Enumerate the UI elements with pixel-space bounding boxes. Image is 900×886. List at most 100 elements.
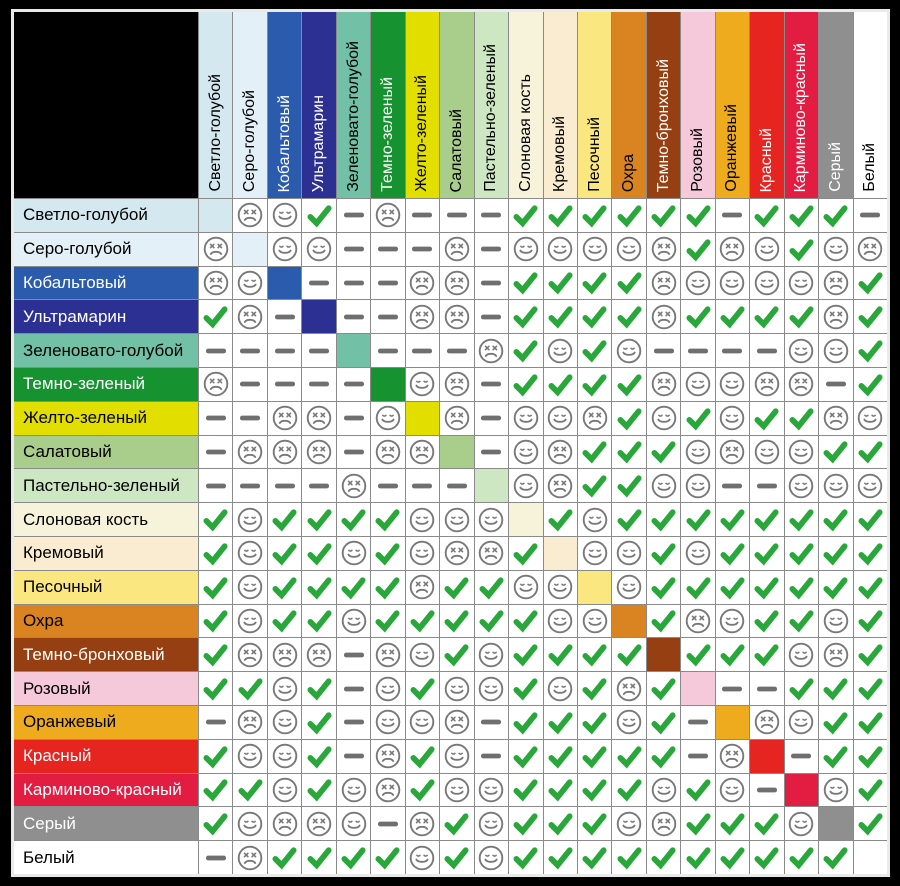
check-icon <box>479 610 504 633</box>
matrix-cell-r19-c9 <box>474 807 509 841</box>
matrix-cell-r1-c10 <box>509 199 543 232</box>
matrix-cell-r9-c14 <box>646 469 681 503</box>
matrix-cell-r3-c12 <box>577 266 612 300</box>
matrix-cell-r11-c9 <box>474 536 509 570</box>
matrix-cell-r8-c3 <box>267 435 302 469</box>
dash-icon <box>343 314 364 320</box>
matrix-cell-r4-c18 <box>784 300 819 334</box>
matrix-cell-r10-c15 <box>681 503 715 536</box>
color-swatch-5 <box>336 334 371 367</box>
check-icon <box>582 272 607 295</box>
matrix-cell-r16-c6 <box>371 705 405 739</box>
matrix-cell-r20-c14 <box>646 841 681 874</box>
smiley-icon <box>720 372 745 397</box>
matrix-cell-r14-c4 <box>302 638 336 672</box>
matrix-cell-r18-c19 <box>819 773 853 807</box>
dash-icon <box>240 415 261 421</box>
matrix-cell-r19-c20 <box>853 807 887 841</box>
check-icon <box>375 577 400 600</box>
dash-icon <box>481 280 502 286</box>
matrix-cell-r3-c9 <box>474 266 509 300</box>
smiley-icon <box>616 574 642 600</box>
check-icon <box>823 543 848 566</box>
matrix-cell-r12-c13 <box>612 570 646 604</box>
row-header-1: Светло-голубой <box>14 199 198 232</box>
matrix-cell-r17-c6 <box>371 739 405 773</box>
dash-icon <box>653 348 674 353</box>
matrix-cell-r4-c11 <box>543 300 577 334</box>
matrix-cell-r20-c19 <box>819 841 853 874</box>
matrix-cell-r6-c11 <box>543 367 577 401</box>
color-swatch-20 <box>853 841 887 874</box>
matrix-cell-r2-c7 <box>405 232 440 266</box>
matrix-cell-r16-c11 <box>543 705 577 739</box>
smiley-icon <box>410 372 435 397</box>
check-icon <box>617 746 642 769</box>
matrix-cell-r11-c8 <box>440 536 474 570</box>
matrix-cell-r10-c14 <box>646 503 681 536</box>
dash-icon <box>205 719 226 725</box>
col-header-label: Ультрамарин <box>310 94 328 192</box>
matrix-cell-r5-c15 <box>681 334 715 367</box>
check-icon <box>858 678 883 701</box>
color-combination-table: Светло-голубой Серо-голубой Кобальтовый Уль… <box>11 9 890 877</box>
matrix-cell-r3-c20 <box>853 266 887 300</box>
matrix-cell-r20-c5 <box>336 841 371 874</box>
dash-icon <box>481 719 502 725</box>
row-header-16: Оранжевый <box>14 705 198 739</box>
matrix-cell-r11-c16 <box>715 536 750 570</box>
frowny-icon <box>203 236 228 262</box>
header-corner <box>14 12 198 198</box>
matrix-cell-r4-c8 <box>440 300 474 334</box>
check-icon <box>685 239 711 262</box>
matrix-cell-r19-c14 <box>646 807 681 841</box>
matrix-cell-r11-c18 <box>784 536 819 570</box>
check-icon <box>375 509 400 532</box>
dash-icon <box>343 381 364 387</box>
check-icon <box>479 577 504 600</box>
check-icon <box>341 509 366 532</box>
check-icon <box>307 779 332 802</box>
check-icon <box>582 441 607 464</box>
matrix-cell-r12-c6 <box>371 570 405 604</box>
matrix-cell-r6-c9 <box>474 367 509 401</box>
matrix-cell-r18-c15 <box>681 773 715 807</box>
matrix-cell-r8-c7 <box>405 435 440 469</box>
matrix-cell-r8-c18 <box>784 435 819 469</box>
check-icon <box>685 205 711 228</box>
smiley-icon <box>685 270 711 296</box>
check-icon <box>685 813 711 836</box>
check-icon <box>203 509 228 532</box>
matrix-cell-r7-c3 <box>267 401 302 435</box>
matrix-cell-r7-c18 <box>784 401 819 435</box>
color-swatch-14 <box>646 638 681 672</box>
matrix-cell-r7-c13 <box>612 401 646 435</box>
matrix-cell-r8-c12 <box>577 435 612 469</box>
smiley-icon <box>479 642 504 668</box>
matrix-cell-r7-c1 <box>199 401 233 435</box>
frowny-icon <box>410 270 435 296</box>
frowny-icon <box>720 236 745 262</box>
matrix-cell-r18-c20 <box>853 773 887 807</box>
matrix-cell-r18-c5 <box>336 773 371 807</box>
matrix-cell-r16-c15 <box>681 705 715 739</box>
check-icon <box>272 577 297 600</box>
matrix-cell-r8-c17 <box>750 435 784 469</box>
matrix-cell-r14-c3 <box>267 638 302 672</box>
check-icon <box>203 746 228 769</box>
matrix-cell-r16-c3 <box>267 705 302 739</box>
matrix-cell-r11-c6 <box>371 536 405 570</box>
dash-icon <box>446 483 467 489</box>
matrix-cell-r14-c17 <box>750 638 784 672</box>
smiley-icon <box>375 676 401 701</box>
frowny-icon <box>444 304 470 330</box>
matrix-cell-r17-c19 <box>819 739 853 773</box>
matrix-cell-r8-c15 <box>681 435 715 469</box>
matrix-cell-r3-c8 <box>440 266 474 300</box>
check-icon <box>582 678 607 701</box>
check-icon <box>754 543 779 566</box>
matrix-cell-r6-c2 <box>233 367 267 401</box>
matrix-cell-r2-c5 <box>336 232 371 266</box>
col-header-4: Ультрамарин <box>302 12 336 198</box>
smiley-icon <box>616 338 642 363</box>
